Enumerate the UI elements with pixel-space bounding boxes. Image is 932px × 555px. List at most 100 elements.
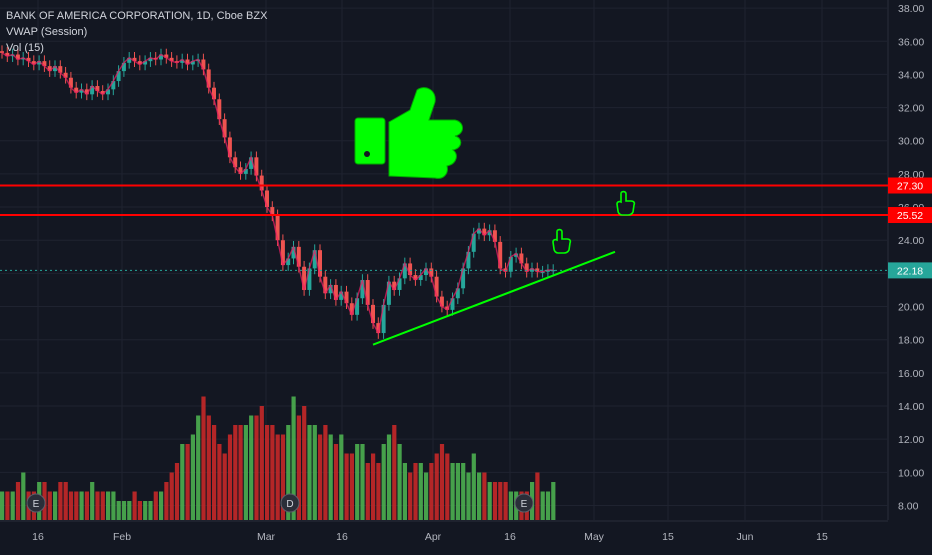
time-tick-label: 16	[32, 531, 44, 543]
pointing-hand-outline	[553, 230, 570, 253]
volume-bar	[201, 397, 205, 521]
volume-bar	[244, 425, 248, 520]
volume-bar	[21, 473, 25, 521]
volume-bar	[302, 406, 306, 520]
volume-bar	[535, 473, 539, 521]
volume-bar	[196, 416, 200, 521]
pointing-hand-icon	[617, 192, 634, 215]
time-axis[interactable]: 16 Feb Mar 16 Apr 16 May 15 Jun 15	[32, 531, 828, 543]
volume-bar	[509, 492, 513, 521]
volume-bar	[16, 482, 20, 520]
volume-bar	[127, 501, 131, 520]
volume-bar	[424, 473, 428, 521]
price-tick-label: 8.00	[898, 501, 919, 513]
volume-bar	[541, 492, 545, 521]
price-tick-label: 32.00	[898, 103, 924, 115]
thumbs-up-cuff	[355, 118, 385, 164]
pointing-hand-icon	[553, 230, 570, 253]
volume-bar	[90, 482, 94, 520]
volume-bar	[398, 444, 402, 520]
volume-bar	[74, 492, 78, 521]
volume-bar	[175, 463, 179, 520]
volume-bar	[376, 463, 380, 520]
price-tick-label: 34.00	[898, 69, 924, 81]
event-marker-label: E	[521, 499, 528, 510]
volume-bar	[117, 501, 121, 520]
volume-indicator-label[interactable]: Vol (15)	[6, 40, 267, 56]
volume-bar	[180, 444, 184, 520]
thumbs-up-icon	[355, 88, 463, 179]
volume-bar	[207, 416, 211, 521]
volume-bar	[451, 463, 455, 520]
price-tick-label: 14.00	[898, 401, 924, 413]
volume-bar	[318, 435, 322, 521]
thumbs-up-hand	[389, 88, 463, 179]
price-tick-label: 20.00	[898, 302, 924, 314]
volume-bar	[482, 473, 486, 521]
volume-bar	[111, 492, 115, 521]
price-line-label: 25.52	[897, 210, 923, 222]
volume-bar	[498, 482, 502, 520]
volume-bar	[95, 492, 99, 521]
time-tick-label: May	[584, 531, 605, 543]
last-price-label: 22.18	[897, 265, 923, 277]
price-tick-label: 30.00	[898, 136, 924, 148]
volume-bar	[307, 425, 311, 520]
volume-bar	[170, 473, 174, 521]
time-tick-label: Feb	[113, 531, 131, 543]
volume-bar	[334, 444, 338, 520]
price-tick-label: 16.00	[898, 368, 924, 380]
volume-bar	[239, 425, 243, 520]
volume-bar	[228, 435, 232, 521]
volume-bar	[58, 482, 62, 520]
volume-bar	[138, 501, 142, 520]
price-tick-label: 12.00	[898, 434, 924, 446]
volume-bar	[265, 425, 269, 520]
volume-bar	[64, 482, 68, 520]
volume-bar	[164, 482, 168, 520]
volume-bar	[366, 463, 370, 520]
volume-bar	[456, 463, 460, 520]
chart-legend: BANK OF AMERICA CORPORATION, 1D, Cboe BZ…	[6, 8, 267, 56]
time-tick-label: 15	[816, 531, 828, 543]
volume-bar	[477, 473, 481, 521]
volume-bar	[488, 482, 492, 520]
volume-bar	[546, 492, 550, 521]
volume-bar	[323, 425, 327, 520]
volume-bar	[254, 416, 258, 521]
volume-bar	[493, 482, 497, 520]
volume-bar	[382, 444, 386, 520]
volume-bar	[270, 425, 274, 520]
candle-body	[0, 51, 4, 53]
grid	[0, 0, 888, 521]
volume-bar	[260, 406, 264, 520]
vwap-indicator-label[interactable]: VWAP (Session)	[6, 24, 267, 40]
price-tick-label: 38.00	[898, 3, 924, 15]
event-marker-label: E	[33, 499, 40, 510]
volume-bar	[133, 492, 137, 521]
volume-bar	[461, 463, 465, 520]
volume-bar	[466, 473, 470, 521]
volume-bar	[223, 454, 227, 521]
time-tick-label: 16	[504, 531, 516, 543]
vwap-line	[2, 53, 553, 333]
volume-bar	[551, 482, 555, 520]
price-tick-label: 18.00	[898, 335, 924, 347]
volume-bar	[0, 492, 4, 521]
volume-bar	[143, 501, 147, 520]
volume-bar	[392, 425, 396, 520]
volume-bar	[440, 444, 444, 520]
volume-bar	[5, 492, 9, 521]
price-axis[interactable]: 8.0010.0012.0014.0016.0018.0020.0022.002…	[888, 3, 932, 512]
volume-bar	[355, 444, 359, 520]
symbol-title[interactable]: BANK OF AMERICA CORPORATION, 1D, Cboe BZ…	[6, 8, 267, 24]
volume-bar	[345, 454, 349, 521]
volume-bar	[85, 492, 89, 521]
time-tick-label: 16	[336, 531, 348, 543]
volume-bar	[233, 425, 237, 520]
volume-bar	[435, 454, 439, 521]
volume-bar	[360, 444, 364, 520]
